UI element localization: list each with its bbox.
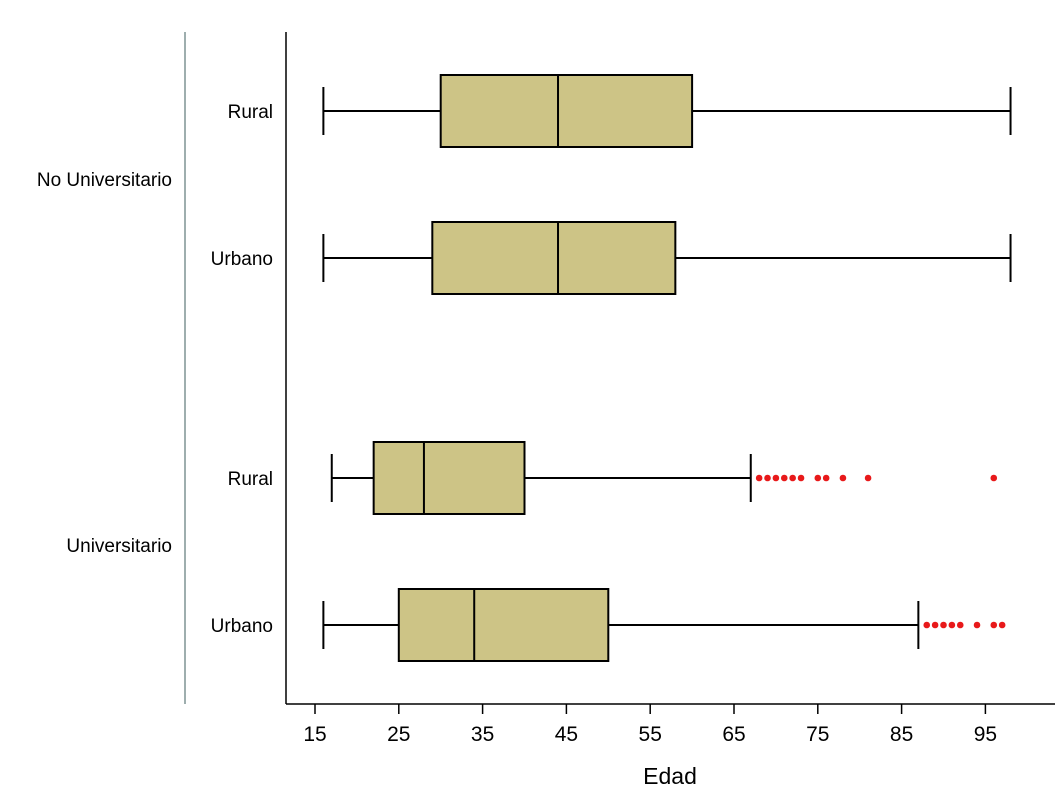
outlier-point [940, 621, 947, 629]
iqr-box [372, 441, 526, 515]
outlier-point [990, 621, 998, 629]
outlier-point [839, 474, 847, 482]
outlier-point [797, 474, 805, 482]
group-label: No Universitario [37, 170, 172, 191]
iqr-box [439, 74, 694, 148]
x-tick-label: 75 [806, 723, 829, 746]
outlier-point [822, 474, 830, 482]
iqr-box [397, 588, 610, 662]
box-label: Rural [228, 102, 273, 123]
x-tick-label: 55 [639, 723, 662, 746]
group-label: Universitario [66, 536, 172, 557]
x-tick-label: 65 [722, 723, 745, 746]
outlier-point [772, 474, 780, 482]
x-axis-title: Edad [643, 763, 697, 787]
x-tick-label: 25 [387, 723, 410, 746]
outlier-point [990, 474, 998, 482]
x-tick-label: 15 [303, 723, 326, 746]
outlier-point [814, 474, 822, 482]
box-label: Urbano [211, 249, 273, 270]
outlier-point [755, 474, 763, 482]
outlier-point [948, 621, 956, 629]
x-tick-label: 85 [890, 723, 913, 746]
outlier-point [998, 621, 1006, 629]
outlier-point [956, 621, 964, 629]
outlier-point [764, 474, 771, 482]
box-label: Rural [228, 469, 273, 490]
x-tick-label: 35 [471, 723, 494, 746]
outlier-point [780, 474, 788, 482]
iqr-box [431, 221, 677, 295]
outlier-point [973, 621, 981, 629]
outlier-point [923, 621, 931, 629]
outlier-point [789, 474, 796, 482]
box-label: Urbano [211, 616, 273, 637]
outlier-point [931, 621, 939, 629]
x-tick-label: 45 [555, 723, 578, 746]
outlier-point [864, 474, 872, 482]
x-tick-label: 95 [974, 723, 997, 746]
